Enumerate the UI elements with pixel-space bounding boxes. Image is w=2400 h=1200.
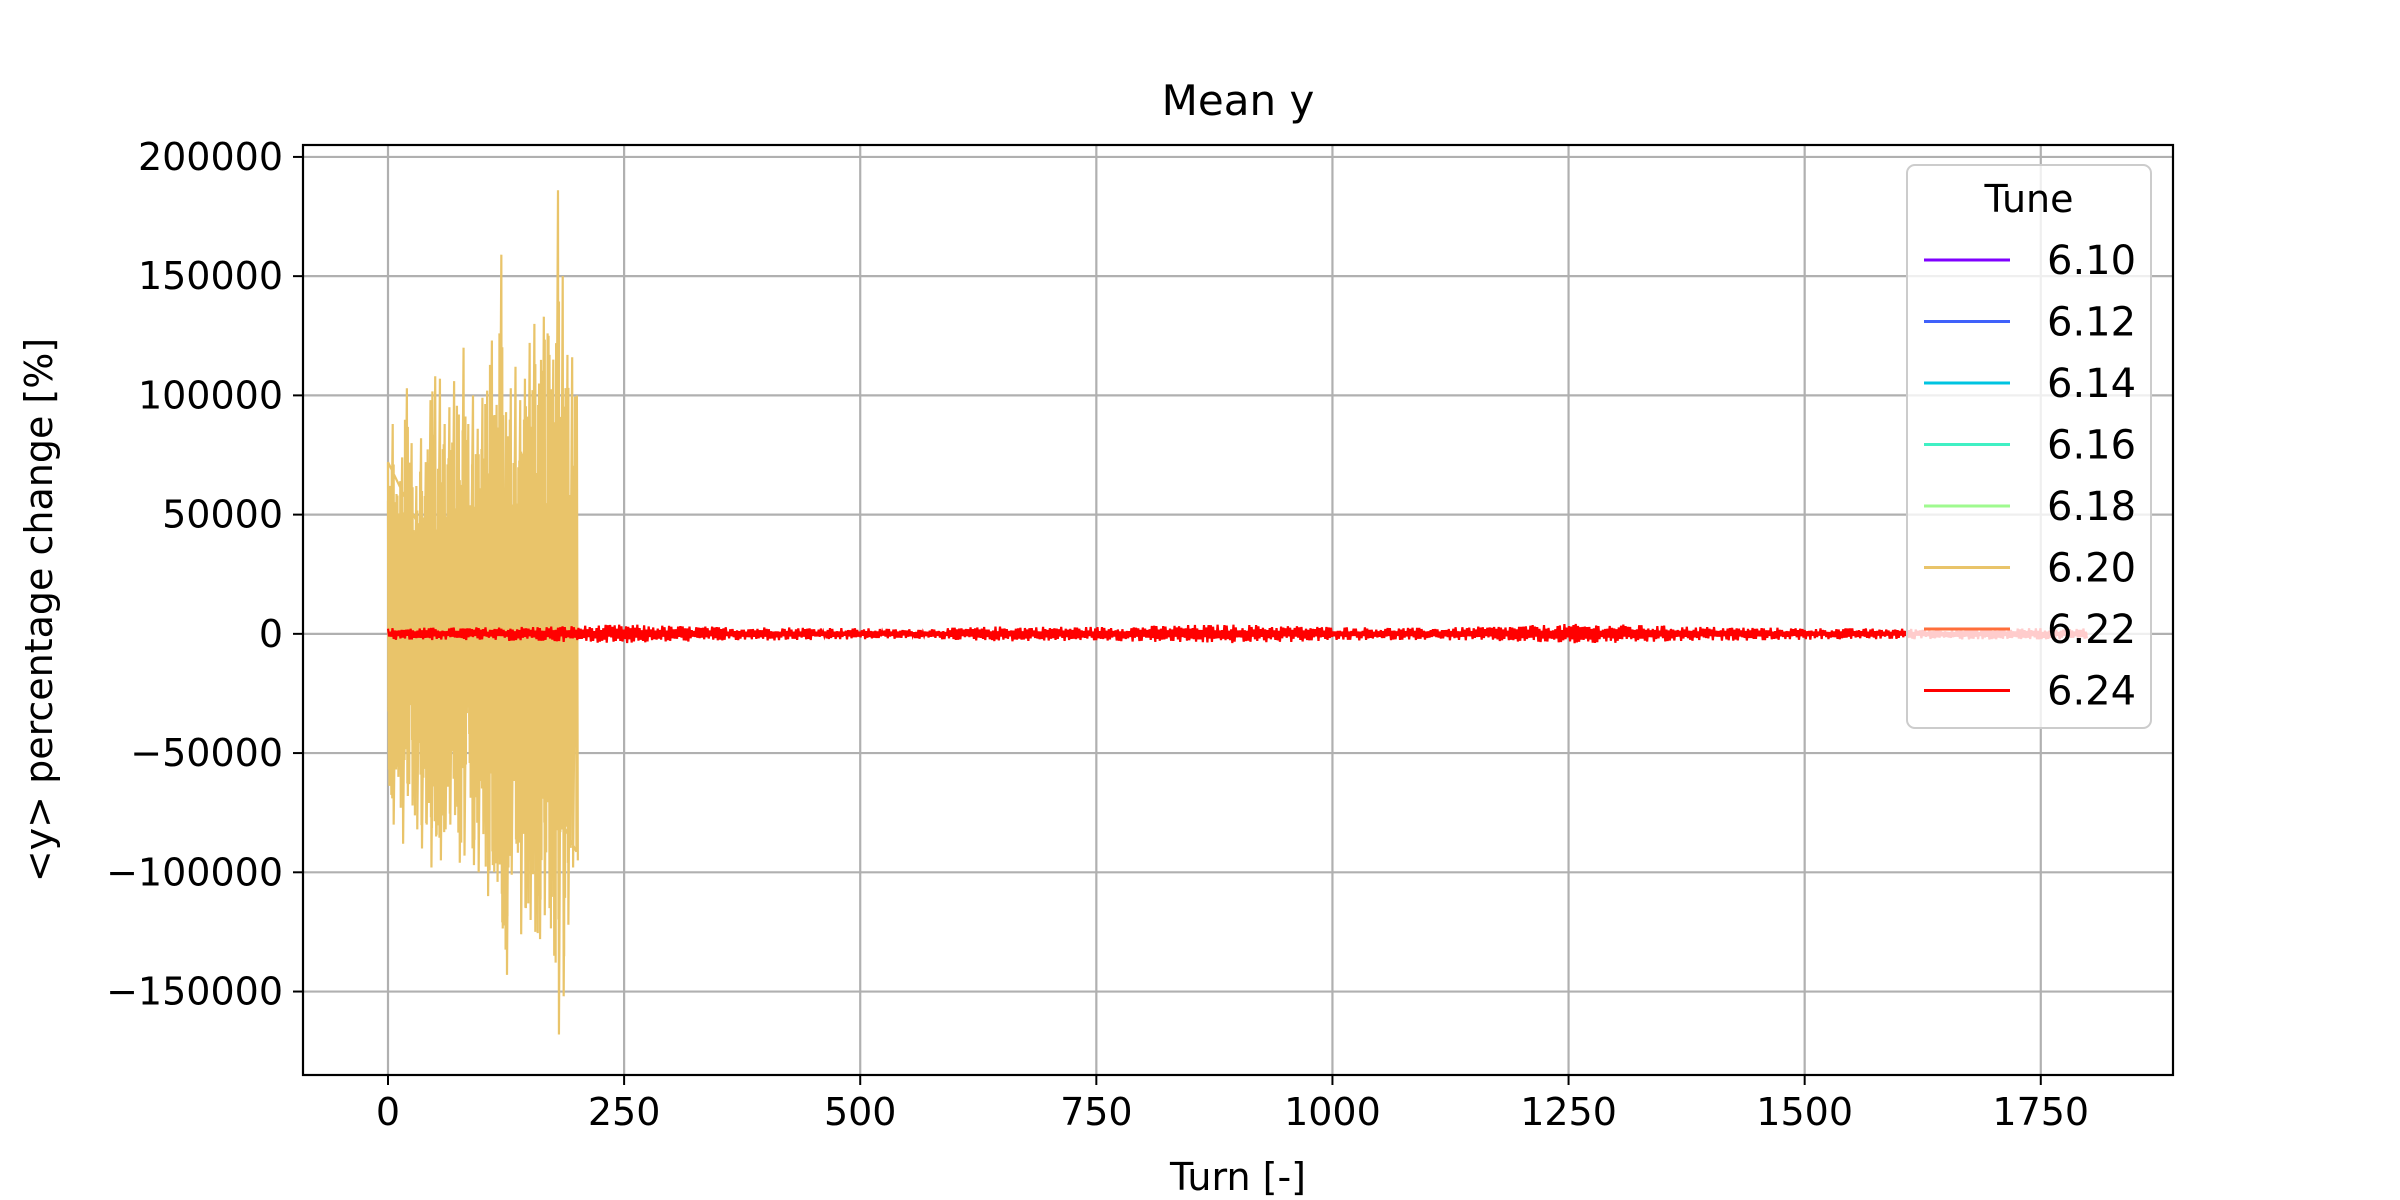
series-layer: [386, 190, 2088, 1035]
y-axis-label: <y> percentage change [%]: [17, 338, 61, 882]
legend-item: 6.10: [1924, 238, 2136, 284]
legend-item: 6.18: [1924, 484, 2136, 530]
legend-items: 6.10 6.12 6.14 6.16 6.18 6.20 6.22 6.24: [1924, 238, 2136, 715]
y-tick-label: 100000: [138, 373, 283, 417]
x-tick-label: 500: [824, 1090, 897, 1134]
y-tick-label: −50000: [130, 731, 283, 775]
legend-item: 6.14: [1924, 361, 2136, 407]
legend-label: 6.12: [2047, 300, 2136, 346]
x-tick-label: 1250: [1520, 1090, 1617, 1134]
y-tick-label: 0: [259, 612, 283, 656]
legend-item: 6.12: [1924, 300, 2136, 346]
x-axis-label: Turn [-]: [1169, 1155, 1306, 1199]
legend-label: 6.20: [2047, 546, 2136, 592]
y-axis: 200000 150000 100000 50000 0 −50000 −100000 −15…: [106, 135, 303, 1014]
chart-title: Mean y: [1162, 76, 1315, 125]
y-tick-label: −150000: [106, 970, 283, 1014]
x-tick-label: 1750: [1992, 1090, 2089, 1134]
y-tick-label: −100000: [106, 850, 283, 894]
y-tick-label: 150000: [138, 254, 283, 298]
series-line: [386, 623, 2088, 644]
legend-item: 6.20: [1924, 546, 2136, 592]
x-tick-label: 1000: [1284, 1090, 1381, 1134]
legend-label: 6.14: [2047, 361, 2136, 407]
x-tick-label: 250: [588, 1090, 661, 1134]
legend-label: 6.22: [2047, 607, 2136, 653]
series-line: [386, 190, 579, 1035]
y-tick-label: 200000: [138, 135, 283, 179]
plot-frame: [301, 143, 2175, 1077]
x-tick-label: 750: [1060, 1090, 1133, 1134]
legend-item: 6.16: [1924, 423, 2136, 469]
x-axis: 0 250 500 750 1000 1250 1500 1750: [376, 1075, 2089, 1134]
series-6-20: [386, 190, 579, 1035]
legend-label: 6.10: [2047, 238, 2136, 284]
legend-label: 6.18: [2047, 484, 2136, 530]
y-tick-label: 50000: [162, 493, 283, 537]
x-tick-label: 1500: [1756, 1090, 1853, 1134]
legend-box: [1906, 164, 2152, 729]
legend-label: 6.24: [2047, 669, 2136, 715]
legend-item: 6.24: [1924, 669, 2136, 715]
x-tick-label: 0: [376, 1090, 400, 1134]
legend-title: Tune: [1984, 177, 2074, 221]
legend-label: 6.16: [2047, 423, 2136, 469]
series-6-24: [386, 623, 2088, 644]
legend-item: 6.22: [1924, 607, 2136, 653]
legend: Tune 6.10 6.12 6.14 6.16 6.18 6.20 6.22 6.24: [1906, 164, 2152, 729]
